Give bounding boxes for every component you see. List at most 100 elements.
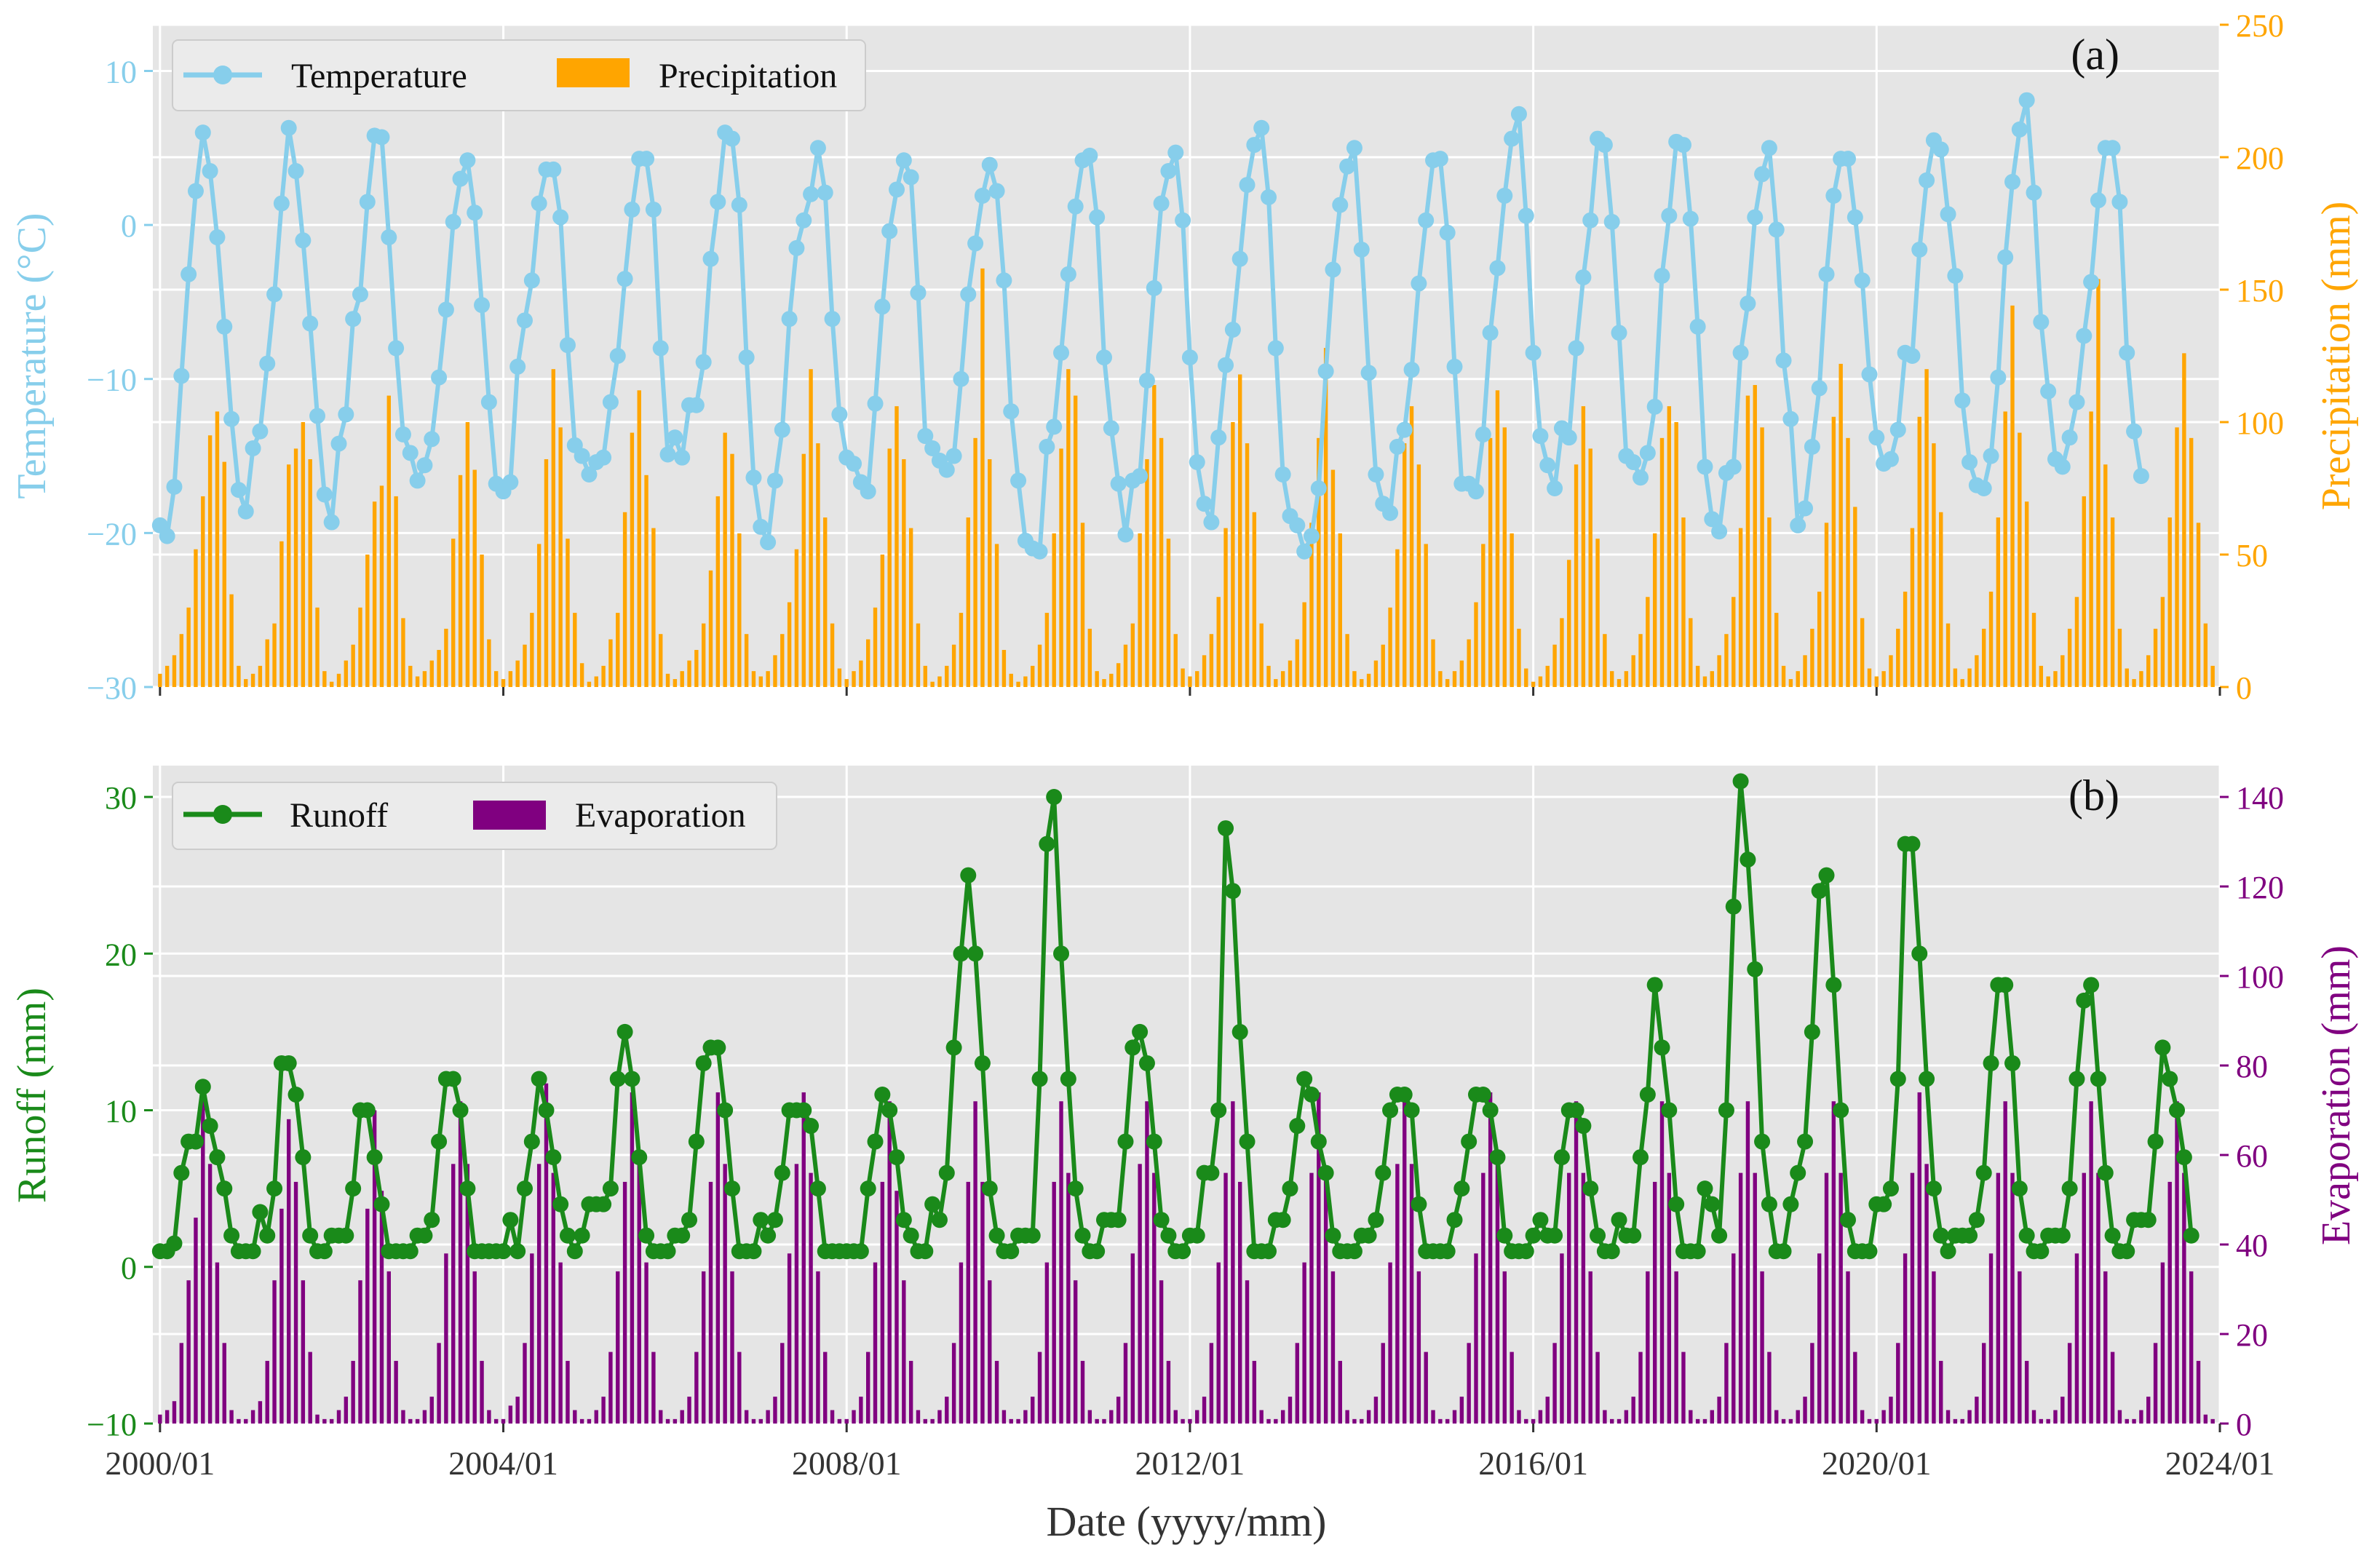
precipitation-bar <box>551 369 556 687</box>
evaporation-bar <box>272 1280 277 1424</box>
temperature-point <box>1775 352 1792 369</box>
runoff-point <box>295 1149 312 1166</box>
precipitation-bar <box>951 644 956 687</box>
evaporation-bar <box>1732 1253 1736 1424</box>
temperature-point <box>1446 358 1463 375</box>
runoff-point <box>924 1196 941 1212</box>
evaporation-bar <box>2096 1172 2101 1424</box>
precipitation-bar <box>365 555 370 687</box>
evaporation-bar <box>1617 1418 1622 1424</box>
precipitation-bar <box>2046 676 2050 687</box>
temperature-point <box>766 472 783 489</box>
temperature-point <box>1840 151 1856 167</box>
temperature-point <box>2018 92 2035 108</box>
evaporation-bar <box>164 1410 170 1424</box>
runoff-point <box>931 1212 948 1228</box>
precipitation-bar <box>651 528 656 687</box>
runoff-point <box>1668 1196 1685 1212</box>
precipitation-bar <box>1066 369 1071 687</box>
runoff-point <box>1031 1071 1048 1087</box>
evaporation-bar <box>1552 1343 1557 1424</box>
temperature-point <box>917 428 934 445</box>
temperature-point <box>2040 383 2057 400</box>
evaporation-bar <box>1116 1397 1121 1424</box>
precipitation-bar <box>164 665 170 687</box>
runoff-point <box>2011 1180 2028 1197</box>
evaporation-bar <box>551 1172 556 1424</box>
precipitation-bar <box>945 665 949 687</box>
precipitation-bar <box>1095 671 1099 687</box>
precipitation-bar <box>701 623 706 687</box>
precipitation-bar <box>1853 507 1857 687</box>
evaporation-bar <box>994 1360 999 1424</box>
evaporation-bar <box>322 1418 327 1424</box>
temperature-point <box>1253 119 1270 136</box>
temperature-point <box>1582 212 1599 229</box>
runoff-point <box>1568 1102 1584 1119</box>
temperature-point <box>702 250 719 267</box>
panel-a-legend-box <box>172 39 866 111</box>
temperature-point <box>459 152 476 169</box>
runoff-point <box>1053 945 1070 962</box>
evaporation-bar <box>1467 1343 1471 1424</box>
precipitation-bar <box>2103 464 2108 687</box>
evaporation-bar <box>1988 1253 1994 1424</box>
precipitation-bar <box>215 411 220 687</box>
temperature-point <box>667 429 683 446</box>
evaporation-bar <box>1831 1101 1836 1424</box>
temperature-point <box>1654 267 1670 284</box>
runoff-point <box>509 1243 526 1260</box>
x-tick-label: 2016/01 <box>1478 1445 1588 1482</box>
temperature-point <box>1289 517 1306 533</box>
evaporation-bar <box>1996 1172 2001 1424</box>
temperature-point <box>2054 459 2071 475</box>
evaporation-bar <box>644 1262 648 1424</box>
evaporation-bar <box>1924 1164 1929 1424</box>
precipitation-bar <box>172 655 177 687</box>
temperature-point <box>2076 328 2093 344</box>
precipitation-bar <box>293 448 298 687</box>
evaporation-bar <box>908 1360 913 1424</box>
runoff-point <box>1396 1087 1413 1103</box>
temperature-point <box>1411 275 1427 292</box>
runoff-point <box>280 1055 297 1071</box>
runoff-point <box>681 1212 698 1228</box>
precipitation-bar <box>1945 623 1951 687</box>
precipitation-bar <box>1581 406 1586 687</box>
precipitation-bar <box>809 369 813 687</box>
evaporation-bar <box>237 1418 241 1424</box>
evaporation-bar <box>1881 1410 1886 1424</box>
precipitation-bar <box>2003 411 2007 687</box>
temperature-point <box>1418 212 1435 229</box>
temperature-point <box>424 431 440 448</box>
evaporation-bar <box>737 1351 742 1424</box>
precipitation-bar <box>1652 533 1657 687</box>
precipitation-bar <box>823 517 828 687</box>
precipitation-bar <box>336 673 341 687</box>
precipitation-bar <box>1896 628 1900 687</box>
temperature-point <box>1661 207 1678 224</box>
evaporation-bar <box>186 1280 191 1424</box>
precipitation-bar <box>207 435 213 687</box>
runoff-point <box>1346 1243 1362 1260</box>
runoff-point <box>2097 1164 2114 1181</box>
precipitation-bar <box>1939 512 1943 687</box>
temperature-point <box>1346 140 1362 156</box>
runoff-point <box>809 1180 826 1197</box>
temperature-point <box>1239 177 1256 194</box>
precipitation-bar <box>1574 464 1579 687</box>
temperature-point <box>1603 213 1620 230</box>
precipitation-bar <box>1681 517 1686 687</box>
evaporation-bar <box>2053 1410 2058 1424</box>
evaporation-bar <box>172 1401 177 1424</box>
precipitation-bar <box>687 660 691 687</box>
evaporation-bar <box>201 1083 205 1424</box>
precipitation-bar <box>1745 395 1750 687</box>
runoff-point <box>1689 1243 1706 1260</box>
evaporation-bar <box>1323 1172 1328 1424</box>
temperature-point <box>1990 369 2007 386</box>
evaporation-bar <box>2132 1418 2136 1424</box>
runoff-point <box>1633 1149 1649 1166</box>
temperature-point <box>1224 322 1241 338</box>
evaporation-bar <box>1345 1410 1349 1424</box>
